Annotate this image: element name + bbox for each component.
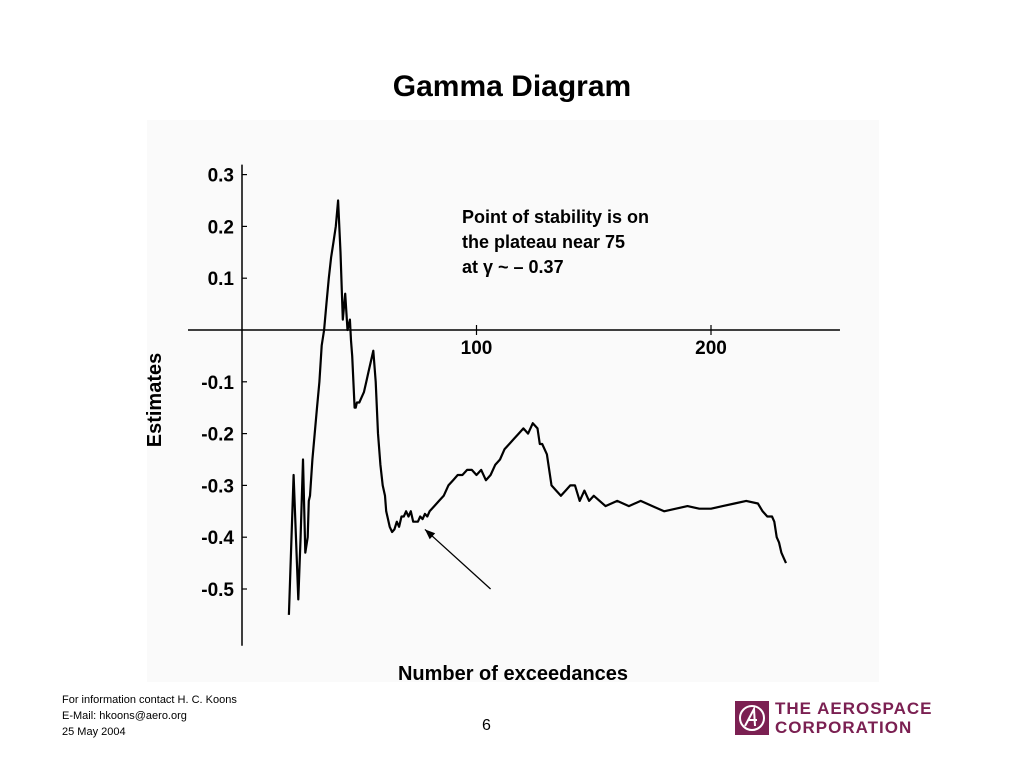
logo-line-2: CORPORATION: [775, 718, 913, 737]
contact-name: For information contact H. C. Koons: [62, 694, 237, 706]
chart-series: [287, 199, 788, 615]
y-tick-label: -0.5: [201, 580, 234, 601]
y-axis-title: Estimates: [144, 353, 166, 448]
plot-panel: [147, 120, 879, 682]
chart-axes: [188, 164, 840, 646]
aerospace-logo: THE AEROSPACE CORPORATION: [735, 699, 940, 739]
stability-annotation: Point of stability is on the plateau nea…: [462, 205, 649, 280]
aerospace-logo-text: THE AEROSPACE CORPORATION: [775, 699, 933, 737]
annotation-arrow-line: [424, 528, 492, 590]
footer-contact: For information contact H. C. Koons E-Ma…: [62, 692, 237, 740]
logo-line-1: THE AEROSPACE: [775, 699, 933, 718]
y-tick-label: -0.3: [201, 476, 234, 497]
chart-ticks: 0.3 0.2 0.1 -0.1 -0.2 -0.3 -0.4 -0.5 100 200: [201, 166, 727, 601]
y-tick-label: -0.2: [201, 425, 234, 446]
x-tick-label: 200: [695, 338, 727, 359]
footer-date: 25 May 2004: [62, 726, 126, 738]
y-tick-label: 0.2: [208, 217, 234, 238]
annotation-line-1: Point of stability is on: [462, 207, 650, 227]
page-number: 6: [482, 717, 491, 734]
annotation-line-3: at γ ~ – 0.37: [462, 257, 564, 277]
x-axis-title: Number of exceedances: [398, 663, 628, 685]
slide-title: Gamma Diagram: [392, 70, 632, 103]
y-tick-label: -0.4: [201, 528, 234, 549]
annotation-line-2: the plateau near 75: [462, 232, 626, 252]
gamma-estimate-line: [287, 199, 788, 615]
annotation-arrow-head: [424, 529, 436, 540]
aerospace-logo-icon: [735, 701, 769, 735]
y-tick-label: 0.3: [208, 166, 234, 187]
y-tick-label: 0.1: [208, 269, 235, 290]
contact-email: E-Mail: hkoons@aero.org: [62, 710, 187, 722]
x-tick-label: 100: [461, 338, 493, 359]
y-tick-label: -0.1: [201, 373, 234, 394]
